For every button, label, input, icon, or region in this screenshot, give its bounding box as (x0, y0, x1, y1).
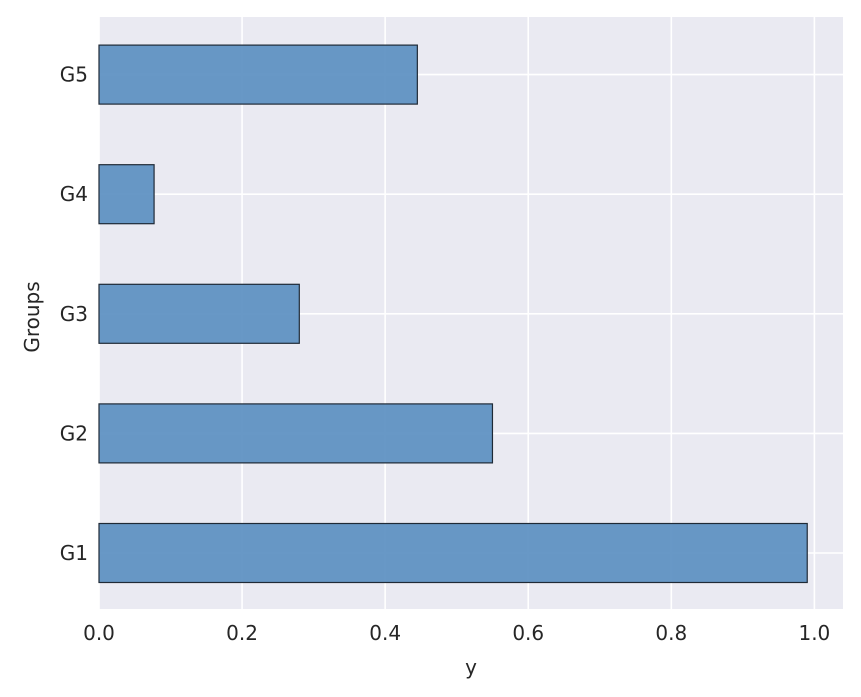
x-tick-label: 0.6 (512, 621, 544, 645)
y-axis-label: Groups (20, 281, 44, 352)
x-tick-label: 0.8 (655, 621, 687, 645)
bar-g1 (98, 522, 808, 584)
bar-g5 (98, 44, 418, 105)
bar-g4 (98, 164, 155, 225)
x-tick-labels: 0.0 0.2 0.4 0.6 0.8 1.0 (83, 621, 830, 645)
bar-g3 (98, 283, 300, 344)
y-tick-label-g3: G3 (60, 302, 88, 326)
x-tick-label: 1.0 (798, 621, 830, 645)
x-tick-label: 0.2 (226, 621, 258, 645)
y-tick-label-g4: G4 (60, 182, 88, 206)
y-tick-label-g1: G1 (60, 541, 88, 565)
y-tick-label-g2: G2 (60, 421, 88, 445)
bar-g2 (98, 403, 494, 464)
bars (98, 44, 808, 584)
y-tick-label-g5: G5 (60, 63, 88, 87)
y-tick-labels: G1 G2 G3 G4 G5 (60, 63, 88, 565)
x-tick-label: 0.4 (369, 621, 401, 645)
x-axis-label: y (465, 655, 477, 679)
x-tick-label: 0.0 (83, 621, 115, 645)
